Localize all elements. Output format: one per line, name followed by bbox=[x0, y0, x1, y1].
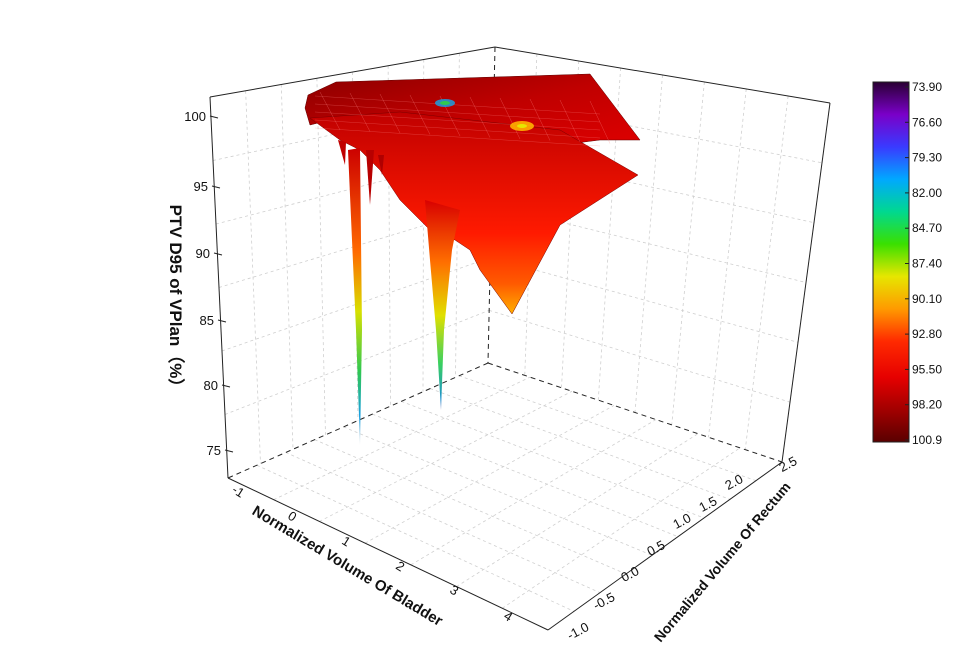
grid-line bbox=[456, 433, 699, 587]
y-tick-label: 0.5 bbox=[644, 537, 667, 559]
z-tick-mark bbox=[213, 252, 223, 256]
surface-spike bbox=[425, 200, 460, 410]
surface-mesh-line bbox=[559, 99, 581, 143]
z-axis-ticks: 100 95 90 85 80 75 bbox=[184, 109, 234, 458]
z-tick-mark bbox=[221, 384, 231, 388]
box-edge-hidden bbox=[227, 362, 489, 479]
surface-hotspot bbox=[440, 101, 450, 105]
colorbar-label: 84.70 bbox=[912, 221, 942, 235]
z-tick-label: 85 bbox=[200, 313, 214, 328]
y-tick-label: 0.0 bbox=[618, 563, 641, 585]
z-tick-label: 90 bbox=[196, 246, 210, 261]
surface-spike-small bbox=[338, 140, 346, 165]
z-tick-mark bbox=[224, 449, 234, 453]
surface-plot bbox=[304, 73, 641, 445]
colorbar-label: 100.9 bbox=[912, 433, 942, 447]
colorbar-label: 95.50 bbox=[912, 362, 942, 376]
grid-line bbox=[634, 74, 663, 413]
grid-line bbox=[273, 376, 531, 501]
grid-line bbox=[319, 390, 573, 522]
x-tick-label: -1 bbox=[230, 482, 248, 501]
grid-line bbox=[744, 95, 789, 450]
z-tick-mark bbox=[217, 319, 227, 323]
surface-mesh-line bbox=[409, 94, 431, 135]
grid-line bbox=[671, 81, 705, 425]
surface-mesh-line bbox=[314, 119, 601, 139]
surface-mesh-line bbox=[589, 100, 611, 144]
z-axis-title: PTV D95 of VPlan（%） bbox=[166, 205, 186, 396]
y-tick-label: -0.5 bbox=[590, 589, 617, 613]
z-tick-mark bbox=[209, 115, 219, 119]
x-tick-label: 3 bbox=[447, 582, 461, 599]
surface-mesh-line bbox=[349, 92, 371, 132]
grid-line bbox=[372, 413, 679, 538]
surface-mesh-line bbox=[319, 91, 341, 131]
y-tick-label: 1.0 bbox=[670, 510, 693, 532]
y-axis-ticks: -1.0 -0.50.00.51.01.52.0 2.5 bbox=[564, 453, 799, 643]
x-tick-label: 1 bbox=[339, 533, 353, 550]
colorbar-label: 79.30 bbox=[912, 151, 942, 165]
colorbar-label: 73.90 bbox=[912, 80, 942, 94]
grid-line bbox=[245, 90, 261, 464]
z-tick-mark bbox=[211, 185, 221, 189]
surface-mesh-line bbox=[314, 127, 601, 147]
colorbar-label: 92.80 bbox=[912, 327, 942, 341]
grid-line bbox=[224, 309, 490, 415]
grid-line bbox=[280, 84, 294, 450]
surface-mesh-line bbox=[314, 95, 601, 115]
box-edge bbox=[494, 46, 831, 104]
colorbar-label: 87.40 bbox=[912, 257, 942, 271]
colorbar-label: 76.60 bbox=[912, 115, 942, 129]
z-tick-label: 95 bbox=[194, 179, 208, 194]
colorbar: 73.90 76.60 79.30 82.00 84.70 87.40 90.10 92.80… bbox=[872, 80, 942, 447]
box-edge bbox=[209, 96, 229, 479]
y-axis-title: Normalized Volume Of Rectum bbox=[651, 479, 794, 645]
grid-line bbox=[314, 439, 627, 575]
grid-line bbox=[256, 464, 575, 612]
grid-line bbox=[285, 452, 601, 594]
x-axis-title: Normalized Volume Of Bladder bbox=[249, 502, 446, 629]
colorbar-label: 90.10 bbox=[912, 292, 942, 306]
z-tick-label: 80 bbox=[204, 378, 218, 393]
colorbar-label: 82.00 bbox=[912, 186, 942, 200]
box-edge-hidden bbox=[487, 46, 496, 364]
y-tick-label: 2.5 bbox=[776, 453, 799, 475]
grid-line bbox=[316, 78, 326, 435]
x-tick-label: 2 bbox=[393, 558, 407, 575]
grid-line bbox=[343, 426, 653, 556]
x-tick-label: 4 bbox=[501, 608, 515, 625]
surface-spike-small bbox=[378, 155, 384, 175]
grid-line bbox=[401, 400, 705, 519]
surface-mesh-line bbox=[314, 103, 601, 123]
box-edge-hidden bbox=[487, 362, 783, 463]
surface-mesh-line bbox=[314, 111, 601, 131]
surface-spike bbox=[348, 148, 362, 445]
box-edge bbox=[781, 102, 831, 463]
plot-box bbox=[209, 46, 831, 631]
y-tick-label: -1.0 bbox=[564, 619, 591, 643]
box-edge bbox=[209, 46, 496, 98]
box-edge bbox=[227, 477, 549, 631]
y-tick-label: 2.0 bbox=[722, 471, 745, 493]
grid-line bbox=[490, 257, 799, 343]
grid-line bbox=[410, 419, 657, 566]
colorbar-label: 98.20 bbox=[912, 398, 942, 412]
surface-mesh-line bbox=[529, 98, 551, 141]
box-edge bbox=[547, 461, 783, 631]
y-tick-label: 1.5 bbox=[696, 493, 719, 515]
z-tick-label: 100 bbox=[184, 109, 206, 124]
surface-mesh-line bbox=[499, 97, 521, 140]
surface-hotspot bbox=[517, 124, 527, 128]
z-tick-label: 75 bbox=[207, 443, 221, 458]
surface-spike-small bbox=[366, 150, 374, 205]
grid-line bbox=[430, 388, 731, 500]
grid-line bbox=[708, 88, 747, 438]
colorbar-gradient bbox=[872, 81, 910, 443]
colorbar-labels: 73.90 76.60 79.30 82.00 84.70 87.40 90.10 92.80… bbox=[905, 80, 942, 447]
grid-line bbox=[458, 375, 757, 482]
